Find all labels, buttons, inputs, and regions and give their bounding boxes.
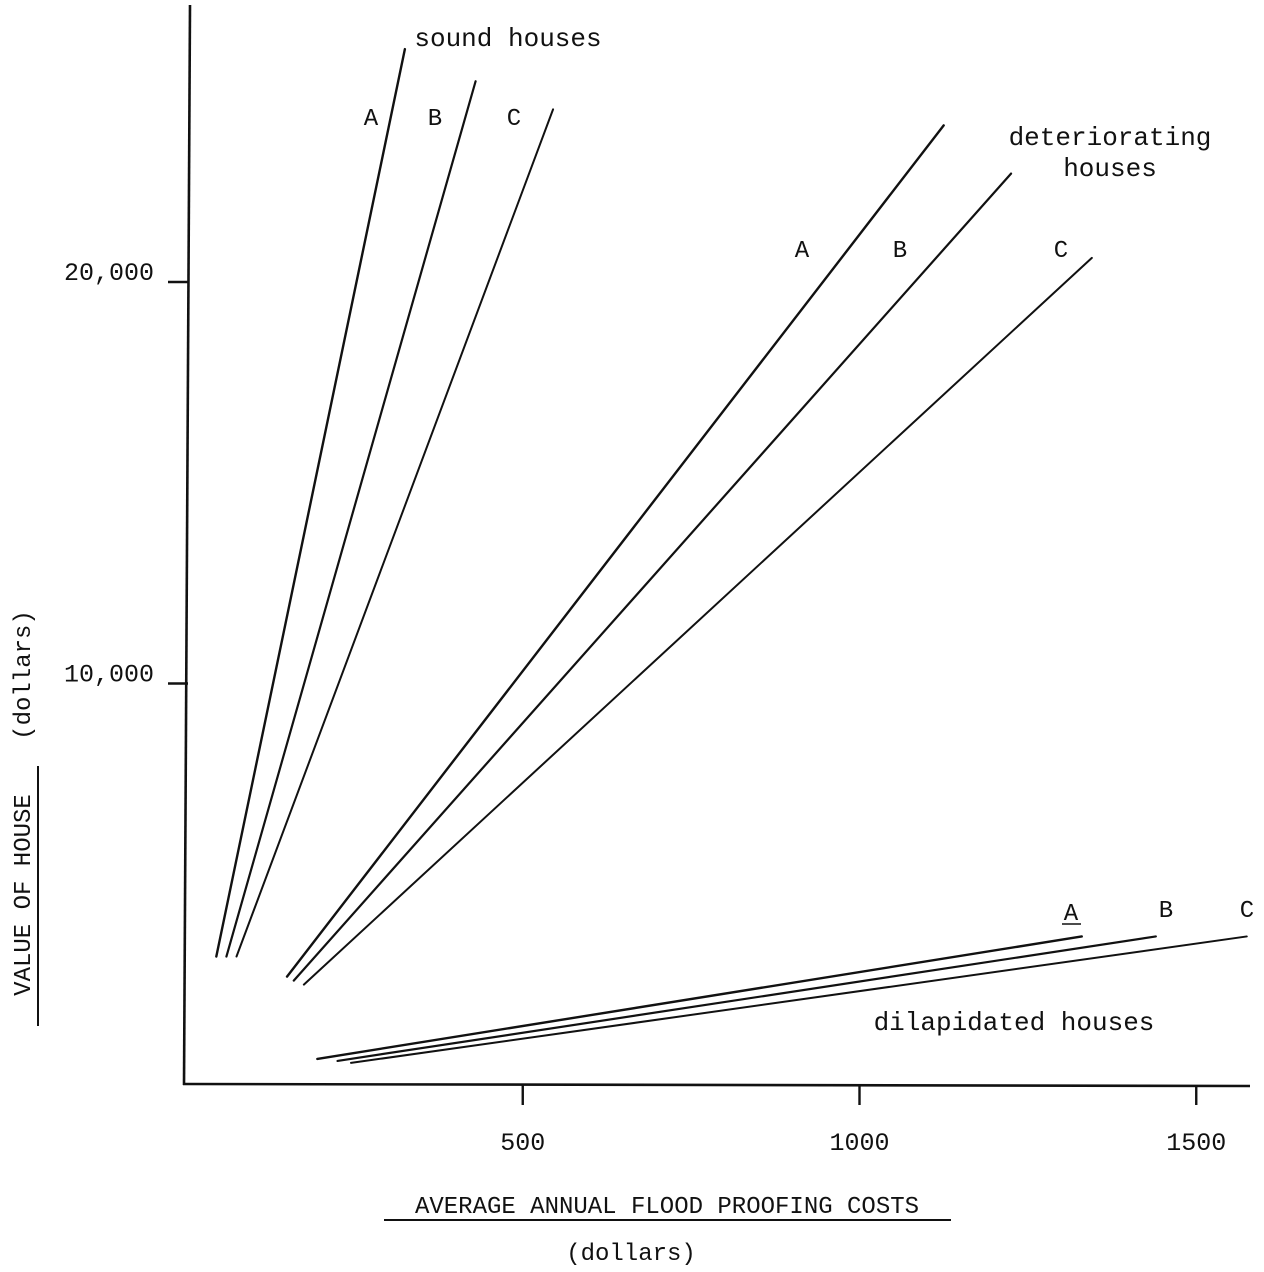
series-label-0-C: C [507, 106, 521, 133]
ticks: 500 1000 1500 10,000 20,000 [64, 259, 1226, 1158]
series-label-2-C: C [1240, 898, 1254, 925]
x-tick-label: 1500 [1166, 1129, 1226, 1158]
y-tick-label: 10,000 [64, 661, 154, 690]
group-label-0: sound houses [414, 24, 601, 54]
x-axis [182, 1082, 1251, 1088]
series-line-2-C [350, 935, 1248, 1064]
y-tick-label: 20,000 [64, 259, 154, 288]
series-label-0-A: A [364, 106, 379, 133]
y-axis-unit: (dollars) [11, 610, 38, 740]
x-axis-title: AVERAGE ANNUAL FLOOD PROOFING COSTS [415, 1194, 919, 1221]
series-label-1-C: C [1054, 238, 1068, 265]
x-axis-unit: (dollars) [566, 1241, 696, 1268]
series-label-1-B: B [893, 238, 907, 265]
series-line-0-C [235, 108, 555, 958]
series-line-1-A [285, 124, 945, 978]
y-axis-title-group: VALUE OF HOUSE (dollars) [11, 610, 39, 1026]
series-label-2-A: A [1064, 901, 1079, 928]
series-line-0-A [215, 47, 407, 958]
group-label-1: deteriorating houses [1009, 123, 1212, 184]
series-line-1-B [292, 172, 1013, 982]
series-line-2-B [336, 935, 1157, 1063]
x-tick-label: 1000 [829, 1129, 889, 1158]
axes [182, 4, 1251, 1088]
series-lines [215, 47, 1248, 1064]
series-line-0-B [225, 80, 477, 958]
series-label-0-B: B [428, 106, 442, 133]
group-label-2: dilapidated houses [874, 1008, 1155, 1038]
x-tick-label: 500 [500, 1129, 545, 1158]
y-axis [182, 4, 192, 1086]
series-label-1-A: A [795, 238, 810, 265]
series-label-2-B: B [1159, 898, 1173, 925]
series-line-2-A [316, 935, 1083, 1061]
y-axis-title: VALUE OF HOUSE [11, 794, 38, 996]
series-line-1-C [302, 256, 1093, 986]
